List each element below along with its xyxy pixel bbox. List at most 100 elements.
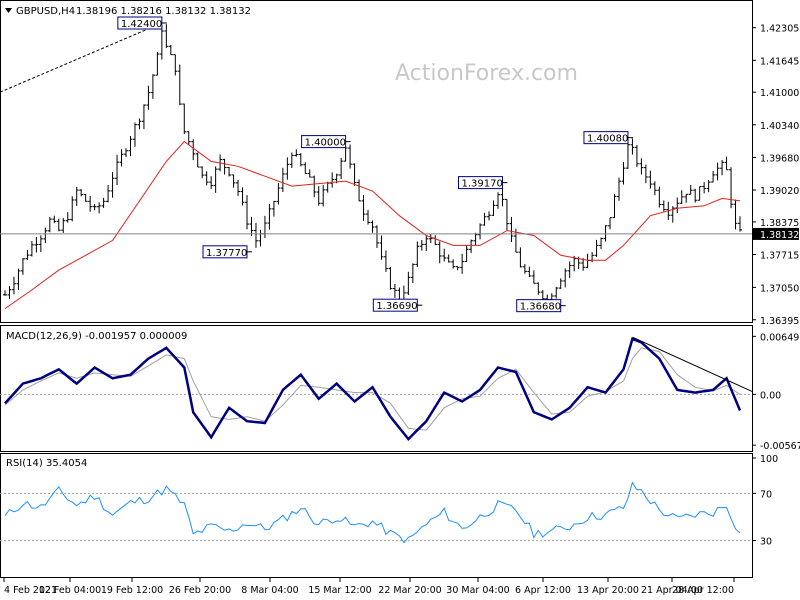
time-tick-label: 28 Apr 12:00 <box>672 585 734 596</box>
ohlc-bar <box>410 263 415 283</box>
ohlc-bar <box>357 179 362 202</box>
annotation-box <box>372 298 418 312</box>
ohlc-bar <box>70 196 75 222</box>
ohlc-bar <box>253 222 258 248</box>
ohlc-bar <box>469 239 474 254</box>
ohlc-bar <box>29 240 34 257</box>
ohlc-bar <box>38 235 43 252</box>
ohlc-bar <box>630 138 635 155</box>
ohlc-values: 1.38196 1.38216 1.38132 1.38132 <box>76 6 251 17</box>
ohlc-bar <box>146 85 151 110</box>
ohlc-bar <box>289 152 294 169</box>
annotation-box <box>583 131 629 145</box>
annotation-box <box>516 299 562 313</box>
ohlc-bar <box>688 185 693 195</box>
ohlc-bar <box>738 216 742 232</box>
ohlc-bar <box>249 216 254 236</box>
ohlc-bar <box>733 199 738 230</box>
price-tick-label: 1.39680 <box>760 153 799 164</box>
ohlc-bar <box>106 185 111 203</box>
ohlc-bar <box>581 258 586 271</box>
ohlc-bar <box>262 215 267 239</box>
ohlc-bar <box>16 268 21 290</box>
ohlc-bar <box>7 286 12 299</box>
ohlc-bar <box>137 118 142 130</box>
ohlc-bar <box>657 186 662 208</box>
macd-trend-line <box>632 336 753 392</box>
ohlc-bar <box>298 153 303 167</box>
ohlc-bar <box>603 225 608 242</box>
ohlc-bar <box>558 278 563 289</box>
ohlc-bar <box>715 162 720 181</box>
ohlc-bar <box>424 235 429 251</box>
ohlc-bar <box>128 136 133 157</box>
annotation-label: 1.40000 <box>305 138 346 149</box>
ohlc-bar <box>164 24 169 49</box>
ohlc-bar <box>675 197 680 214</box>
ohlc-bar <box>285 157 290 180</box>
ohlc-bar <box>61 217 66 233</box>
ohlc-bar <box>724 156 729 171</box>
ohlc-bar <box>132 122 137 147</box>
ohlc-bar <box>711 170 716 183</box>
ohlc-bar <box>191 139 196 161</box>
ohlc-bar <box>563 268 568 288</box>
price-annotation: 1.39170 <box>457 176 508 190</box>
annotation-box <box>117 16 163 30</box>
ohlc-bar <box>276 182 281 205</box>
watermark: ActionForex.com <box>395 61 578 86</box>
ohlc-bar <box>222 158 227 175</box>
ohlc-bar <box>361 195 366 221</box>
price-tick-label: 1.37050 <box>760 283 799 294</box>
annotation-label: 1.40080 <box>587 134 628 145</box>
ohlc-bar <box>643 164 648 184</box>
current-price-box <box>753 227 799 240</box>
ohlc-bar <box>509 216 514 242</box>
ohlc-bar <box>460 253 465 274</box>
ohlc-bar <box>661 200 666 212</box>
time-tick-label: 15 Mar 12:00 <box>308 585 371 596</box>
rsi-axis: 100 70 30 <box>752 454 778 548</box>
ohlc-bar <box>536 282 541 295</box>
annotation-label: 1.39170 <box>461 179 502 190</box>
annotation-label: 1.36690 <box>376 301 417 312</box>
ohlc-bar <box>697 186 702 201</box>
ohlc-bar <box>590 251 595 263</box>
ohlc-bar <box>88 195 93 212</box>
ohlc-bar <box>379 235 384 260</box>
ohlc-bar <box>729 167 734 209</box>
ohlc-bar <box>352 163 357 186</box>
triangle-down-icon <box>5 8 12 13</box>
ohlc-bar <box>487 211 492 221</box>
ohlc-bar <box>200 166 205 179</box>
ohlc-bar <box>240 187 245 206</box>
ohlc-bar <box>321 185 326 207</box>
price-header: GBPUSD,H4 1.38196 1.38216 1.38132 1.3813… <box>5 6 251 17</box>
macd-axis: 0.00649 0.00 -0.005679 <box>752 332 800 452</box>
ohlc-bar <box>383 250 388 272</box>
ohlc-bar <box>92 204 97 211</box>
ohlc-bar <box>706 180 711 193</box>
ohlc-bar <box>97 202 102 214</box>
ohlc-bar <box>227 167 232 177</box>
ohlc-bar <box>195 152 200 168</box>
ohlc-bar <box>209 176 214 190</box>
ohlc-bar <box>312 175 317 198</box>
ohlc-bar <box>702 182 707 194</box>
time-tick-label: 4 Feb 2021 <box>4 585 57 596</box>
ohlc-bar <box>20 258 25 275</box>
current-price-value: 1.38132 <box>760 230 799 241</box>
ohlc-bar <box>348 144 353 169</box>
ohlc-bar <box>670 206 675 223</box>
ohlc-bar <box>294 149 299 157</box>
price-tick-label: 1.42305 <box>760 24 799 35</box>
ohlc-bar <box>65 212 70 223</box>
ohlc-bar <box>549 293 554 301</box>
time-tick-label: 19 Feb 12:00 <box>101 585 163 596</box>
ohlc-bar <box>478 223 483 240</box>
ohlc-bar <box>684 193 689 203</box>
annotation-label: 1.42400 <box>121 19 162 30</box>
price-bars <box>3 24 742 307</box>
ohlc-bar <box>74 186 79 206</box>
